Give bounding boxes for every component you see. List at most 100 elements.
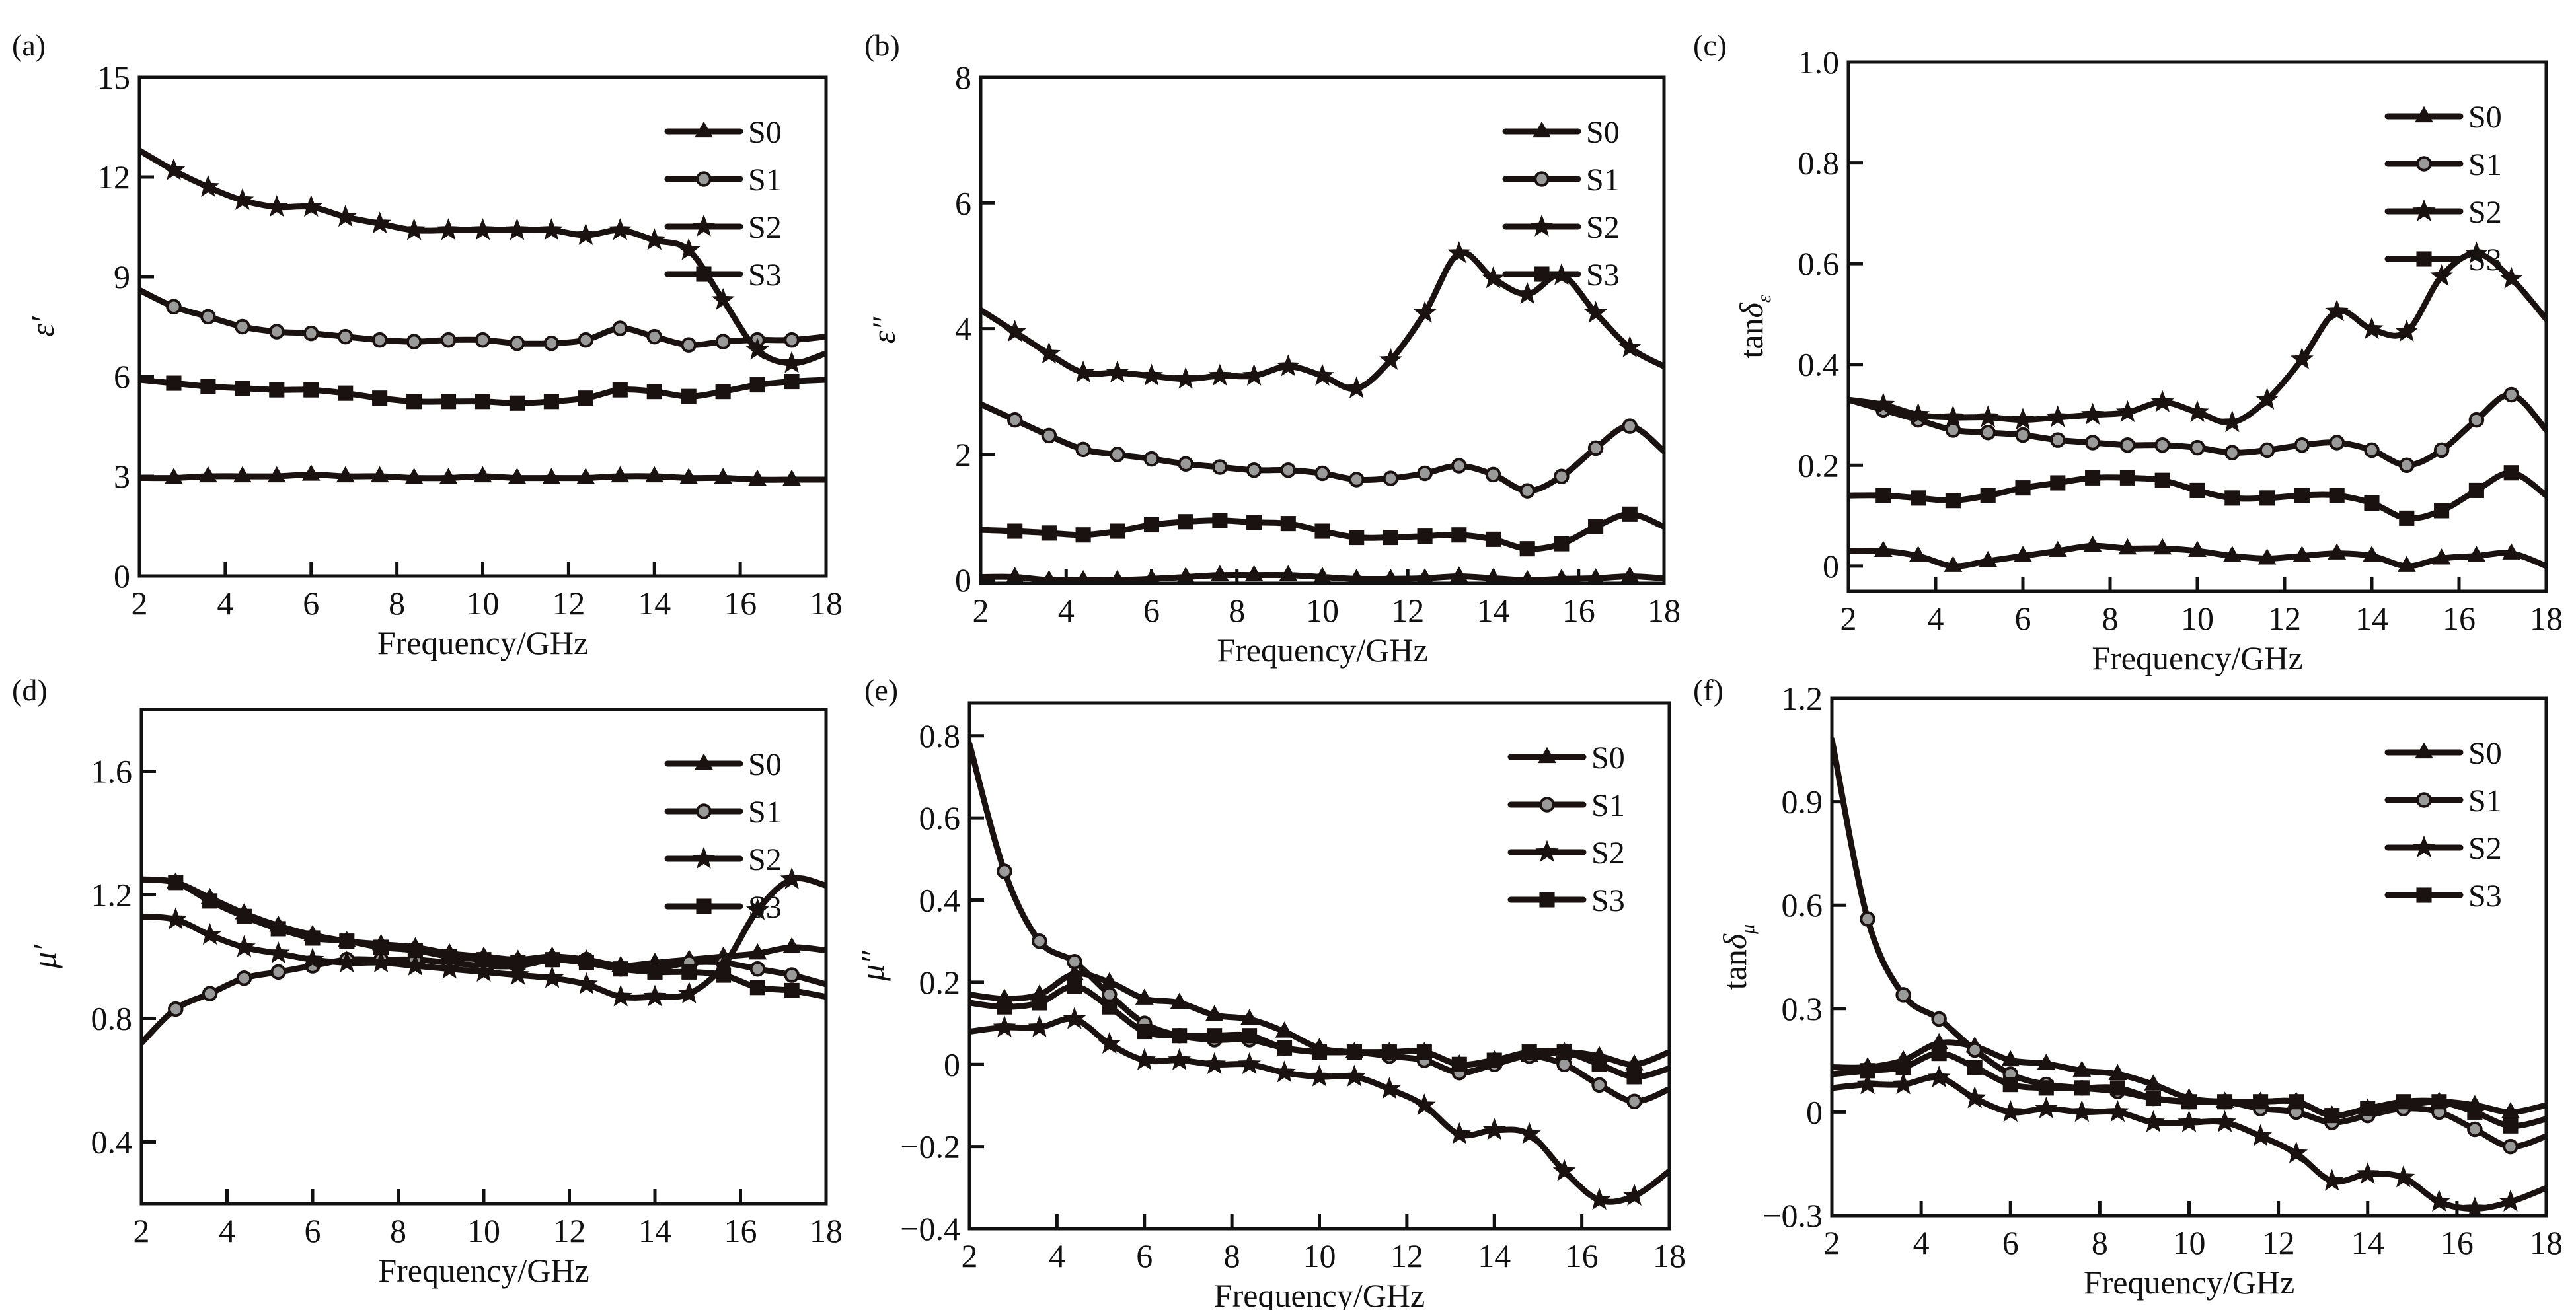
data-point-s0 (1211, 565, 1229, 581)
data-point-s2 (506, 218, 529, 240)
y-axis-label: tanδμ (1716, 924, 1759, 990)
data-point-s2 (1587, 1188, 1611, 1210)
y-tick-label: 0 (114, 558, 130, 595)
data-point-s1 (1417, 465, 1433, 482)
data-point-s2 (1482, 266, 1505, 289)
legend: S0 S1 S2 S3 (664, 115, 782, 293)
legend-label: S1 (748, 795, 782, 830)
data-point-s1 (168, 1001, 184, 1017)
data-point-s3 (2109, 1080, 2125, 1096)
panel-e: (e) 2 4 6 8 10 12 14 16 18 −0.4 −0.2 0 0.2 0.4 0.6 0.8 Fr… (854, 673, 1686, 1310)
data-point-s3 (373, 939, 389, 955)
x-tick-label: 4 (1049, 1237, 1065, 1274)
x-tick-label: 14 (1478, 1237, 1511, 1274)
data-point-s0 (2257, 548, 2277, 565)
data-point-s2 (162, 158, 186, 180)
data-point-s1 (2015, 427, 2031, 443)
data-point-s3 (1591, 1056, 1607, 1072)
data-point-s1 (1931, 1011, 1947, 1027)
data-point-s2 (1517, 1122, 1541, 1144)
legend-label: S3 (2468, 242, 2502, 277)
x-tick-label: 12 (552, 585, 585, 622)
legend-marker-triangle (2415, 742, 2433, 759)
data-point-s2 (2249, 1124, 2273, 1146)
data-point-s2 (2213, 1110, 2236, 1132)
data-point-s2 (2392, 1165, 2415, 1188)
data-point-s3 (647, 964, 663, 980)
data-point-s0 (542, 468, 561, 484)
data-point-s3 (1931, 1046, 1947, 1062)
x-tick-label: 8 (2102, 600, 2119, 637)
x-tick-label: 2 (1840, 600, 1857, 637)
data-point-s1 (646, 328, 662, 345)
data-point-s2 (1998, 1100, 2022, 1122)
data-point-s3 (202, 893, 218, 909)
data-point-s1 (715, 334, 731, 349)
legend-item-s0: S0 (664, 747, 782, 782)
x-tick-label: 8 (2092, 1224, 2108, 1261)
panel-d: (d) 2 4 6 8 10 12 14 16 18 0.4 0.8 1.2 1.6 Frequency/G… (12, 673, 843, 1289)
legend-item-s1: S1 (1507, 788, 1625, 823)
data-point-s0 (267, 466, 286, 483)
data-point-s3 (784, 982, 800, 998)
legend-item-s1: S1 (2384, 783, 2502, 819)
legend-marker-triangle (1538, 746, 1556, 764)
data-point-s1 (612, 320, 628, 336)
y-tick-label: 3 (114, 458, 130, 495)
data-point-s2 (1037, 342, 1061, 364)
data-point-s2 (231, 188, 254, 211)
data-point-s0 (2144, 1074, 2163, 1091)
data-point-s3 (1207, 1028, 1223, 1044)
data-point-s1 (1967, 1042, 1983, 1058)
data-point-s3 (1311, 1044, 1328, 1060)
legend-label: S3 (1586, 258, 1620, 293)
data-point-s0 (1041, 569, 1057, 583)
legend-label: S3 (1591, 883, 1625, 918)
x-tick-label: 10 (467, 585, 500, 622)
x-tick-label: 4 (1913, 1224, 1930, 1261)
data-point-s2 (1379, 347, 1402, 371)
data-point-s2 (369, 950, 393, 973)
data-point-s3 (1314, 523, 1330, 539)
legend-item-s2: S2 (1507, 836, 1625, 871)
x-tick-label: 14 (638, 1212, 671, 1249)
legend: S0 S1 S2 S3 (2384, 100, 2502, 277)
data-point-s3 (2503, 1118, 2519, 1134)
data-point-s0 (336, 466, 355, 483)
data-point-s2 (2011, 408, 2035, 430)
data-point-s2 (1310, 363, 1334, 386)
data-point-s1 (509, 335, 525, 351)
data-point-s3 (1075, 527, 1091, 543)
data-point-s3 (2154, 472, 2170, 488)
data-point-s0 (2501, 1102, 2520, 1118)
y-tick-label: −0.2 (900, 1128, 960, 1165)
data-point-s3 (2189, 482, 2205, 498)
data-point-s1 (2503, 386, 2519, 403)
data-point-s2 (232, 935, 256, 957)
data-point-s0 (1909, 546, 1928, 562)
legend-label: S2 (1591, 836, 1625, 871)
data-point-s2 (1174, 367, 1197, 389)
data-point-s0 (1416, 568, 1434, 583)
data-point-s3 (509, 395, 525, 411)
data-point-s3 (441, 394, 457, 410)
data-point-s2 (1273, 1060, 1296, 1083)
data-point-s1 (2503, 1138, 2519, 1155)
data-point-s3 (1980, 488, 1996, 503)
legend-item-s3: S3 (1507, 883, 1625, 918)
legend-label: S3 (748, 258, 782, 293)
x-tick-label: 4 (217, 585, 233, 622)
y-tick-label: −0.3 (1762, 1197, 1823, 1234)
x-tick-label: 18 (1653, 1237, 1686, 1274)
y-tick-label: 0.8 (91, 1000, 133, 1037)
data-point-s3 (1588, 519, 1604, 534)
y-tick-label: 0.6 (1798, 245, 1840, 282)
data-point-s1 (2224, 445, 2240, 460)
data-point-s3 (339, 933, 355, 949)
x-tick-label: 12 (1391, 592, 1424, 629)
data-point-s0 (1143, 569, 1160, 583)
data-point-s2 (2499, 266, 2523, 289)
data-point-s2 (780, 351, 804, 373)
data-point-s3 (612, 382, 628, 398)
